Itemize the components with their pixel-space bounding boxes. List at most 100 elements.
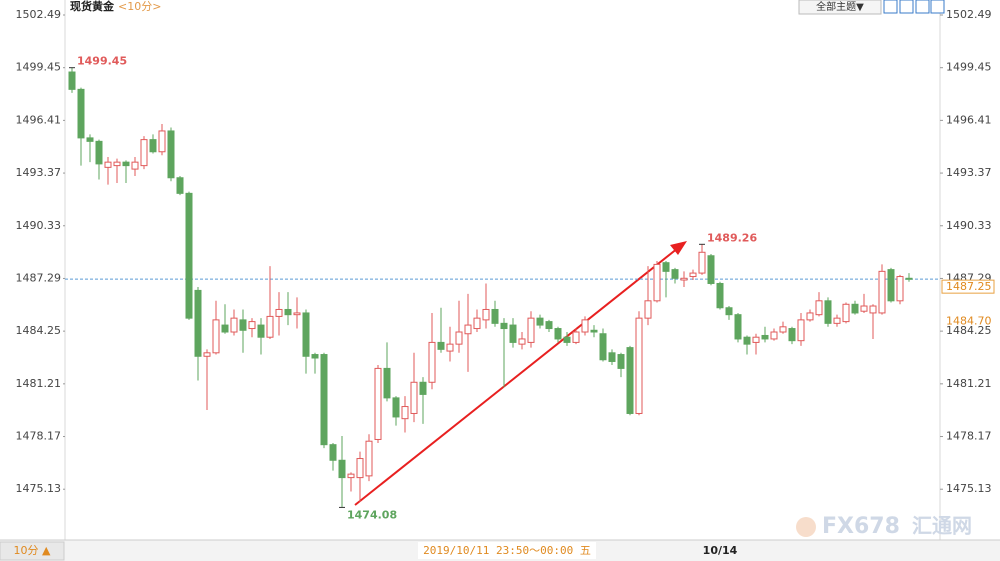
candle-body <box>527 317 535 343</box>
candle-body <box>257 324 265 338</box>
candle-body <box>347 473 355 479</box>
candle-body <box>509 324 517 343</box>
candle-body <box>734 314 742 340</box>
candle-body <box>689 272 697 278</box>
candle-body <box>248 321 256 330</box>
candle-body <box>626 347 634 414</box>
theme-dropdown[interactable] <box>798 0 882 15</box>
candle-body <box>131 161 139 170</box>
price-marker-label: 1484.70 <box>946 314 992 327</box>
candle-body <box>158 130 166 153</box>
tool-icon[interactable] <box>899 0 914 14</box>
candle-body <box>860 305 868 312</box>
trend-arrow <box>354 247 679 506</box>
period-button[interactable] <box>0 541 65 561</box>
high-label: 1499.45 <box>77 55 127 68</box>
candle-body <box>743 336 751 345</box>
candle-body <box>302 312 310 357</box>
candle-body <box>752 336 760 343</box>
candle-body <box>473 317 481 330</box>
candle-body <box>617 354 625 369</box>
candle-body <box>68 71 76 90</box>
candle-body <box>239 319 247 331</box>
watermark-logo <box>796 517 816 537</box>
candle-body <box>284 308 292 316</box>
candle-body <box>293 312 301 316</box>
y2-tick-label: 1481.21 <box>946 377 992 390</box>
candle-body <box>86 137 94 142</box>
candle-body <box>851 303 859 314</box>
candle-body <box>122 161 130 167</box>
candle-body <box>518 338 526 345</box>
candle-body <box>869 305 877 314</box>
candle-body <box>680 277 688 281</box>
candle-body <box>500 322 508 330</box>
candle-body <box>455 331 463 345</box>
candle-body <box>266 315 274 338</box>
candle-body <box>581 319 589 333</box>
candle-body <box>104 161 112 168</box>
candle-body <box>185 192 193 319</box>
candle-body <box>77 88 85 139</box>
candle-body <box>635 317 643 414</box>
candle-body <box>203 352 211 357</box>
y2-tick-label: 1490.33 <box>946 219 992 232</box>
candle-body <box>572 331 580 343</box>
y-tick-label: 1496.41 <box>16 113 62 126</box>
candle-body <box>833 317 841 324</box>
candle-body <box>599 333 607 361</box>
cursor-label: 2019/10/11 23:50～00:00 五 <box>423 544 591 557</box>
watermark: 汇通网 <box>912 514 972 538</box>
low-label: 1474.08 <box>347 508 397 521</box>
candle-body <box>365 440 373 477</box>
candle-body <box>779 326 787 333</box>
candle-body <box>896 276 904 302</box>
candle-body <box>428 341 436 383</box>
candle-body <box>320 354 328 446</box>
high-label: 1489.26 <box>707 231 757 244</box>
y-tick-label: 1490.33 <box>16 219 62 232</box>
tool-icon[interactable] <box>930 0 945 14</box>
candle-body <box>797 319 805 342</box>
candle-body <box>275 308 283 317</box>
candle-body <box>707 255 715 284</box>
candle-body <box>113 161 121 167</box>
candle-body <box>662 262 670 272</box>
candle-body <box>698 251 706 274</box>
chart-subtitle: <10分> <box>118 0 161 13</box>
y2-tick-label: 1484.25 <box>946 324 992 337</box>
candle-body <box>842 303 850 323</box>
y-tick-label: 1493.37 <box>16 166 62 179</box>
candle-body <box>446 343 454 352</box>
candle-body <box>788 328 796 342</box>
tool-icon[interactable] <box>915 0 930 14</box>
candle-body <box>653 263 661 302</box>
candle-body <box>194 289 202 357</box>
y-tick-label: 1502.49 <box>16 8 62 21</box>
candle-body <box>608 352 616 362</box>
candle-body <box>824 300 832 324</box>
candle-body <box>536 317 544 326</box>
y-tick-label: 1478.17 <box>16 430 62 443</box>
y-tick-label: 1484.25 <box>16 324 62 337</box>
y2-tick-label: 1502.49 <box>946 8 992 21</box>
cursor-label-box <box>418 542 596 559</box>
period-button-label: 10分 ▲ <box>14 544 51 557</box>
candle-body <box>401 406 409 420</box>
y2-tick-label: 1496.41 <box>946 113 992 126</box>
x-tick-label: 10/14 <box>703 544 738 557</box>
candle-body <box>149 139 157 153</box>
y2-tick-label: 1499.45 <box>946 61 992 74</box>
candle-body <box>887 269 895 302</box>
tool-icon[interactable] <box>883 0 898 14</box>
candle-body <box>329 444 337 461</box>
candle-body <box>140 139 148 167</box>
theme-dropdown-label: 全部主题▼ <box>816 0 864 13</box>
candle-body <box>167 130 175 179</box>
candle-body <box>383 367 391 399</box>
candle-body <box>725 307 733 316</box>
candle-body <box>230 317 238 333</box>
candle-body <box>590 329 598 333</box>
price-marker-box <box>941 279 995 294</box>
